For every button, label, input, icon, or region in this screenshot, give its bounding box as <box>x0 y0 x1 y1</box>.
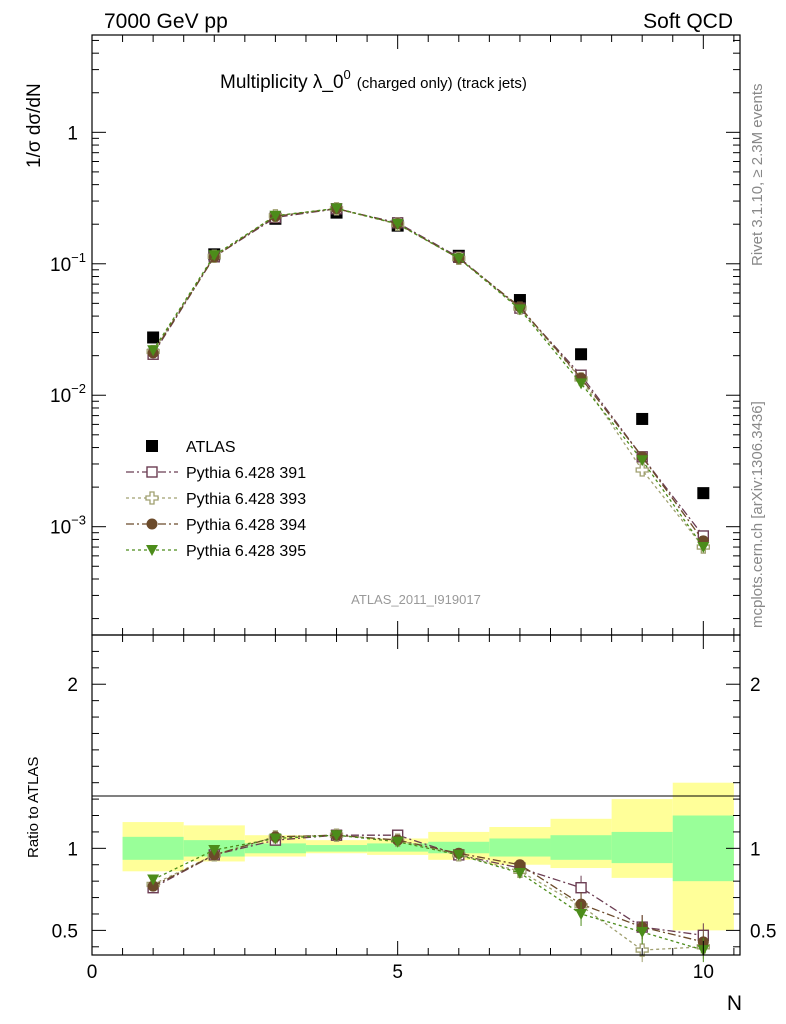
main-ytick-label: 1 <box>67 123 78 144</box>
main-series-line <box>152 208 704 548</box>
ratio-xtick-label: 10 <box>693 962 714 983</box>
legend-item: Pythia 6.428 395 <box>126 543 306 560</box>
ratio-band-inner <box>244 843 306 854</box>
ratio-band-inner <box>428 841 490 854</box>
ratio-point <box>147 880 159 892</box>
main-ytick-base: 10 <box>50 386 71 407</box>
main-ytick-label: 10−3 <box>50 513 86 539</box>
main-ytick-base: 10 <box>50 518 71 539</box>
main-point <box>147 331 160 344</box>
main-point <box>635 463 649 477</box>
main-ytick-exp: −3 <box>71 513 86 528</box>
ratio-point <box>575 908 588 920</box>
main-point <box>697 542 710 554</box>
ratio-point <box>575 882 587 894</box>
legend-label: Pythia 6.428 393 <box>186 491 306 508</box>
ratio-panel: 0.5 0.5 1 1 2 2 0 5 10 Ratio to ATLAS N <box>25 634 776 1015</box>
ratio-point <box>269 833 282 845</box>
ratio-band-inner <box>122 836 184 860</box>
main-ytick-label: 10−1 <box>50 250 86 276</box>
main-ytick-base: 10 <box>50 255 71 276</box>
main-ytick-label: 10−2 <box>50 381 86 407</box>
ratio-point <box>636 927 649 939</box>
legend-label: ATLAS <box>186 439 236 456</box>
mcplots-label: mcplots.cern.ch [arXiv:1306.3436] <box>749 401 766 628</box>
ratio-xtick-label: 0 <box>87 962 98 983</box>
legend-label: Pythia 6.428 394 <box>186 517 306 534</box>
ratio-ytick-label: 1 <box>67 839 78 860</box>
main-point <box>575 348 588 361</box>
ratio-band-inner <box>550 835 612 860</box>
ratio-ytick-label-right: 1 <box>750 839 761 860</box>
ratio-series-line <box>152 834 704 951</box>
ratio-point <box>147 874 160 886</box>
header-right: Soft QCD <box>643 10 733 33</box>
ratio-ytick-label: 2 <box>67 675 78 696</box>
main-point <box>697 487 710 500</box>
ratio-series-line <box>152 834 704 936</box>
legend-marker <box>146 545 158 556</box>
main-point <box>330 203 343 215</box>
ratio-point <box>513 867 526 879</box>
main-point <box>208 250 221 262</box>
ratio-band-inner <box>611 831 673 864</box>
ratio-frame <box>91 634 741 956</box>
main-point <box>452 253 465 265</box>
ratio-band-inner <box>672 815 734 882</box>
legend: ATLAS Pythia 6.428 391 Pythia 6.428 393 Pyt… <box>126 439 306 560</box>
ratio-point <box>452 849 465 861</box>
main-ylabel: 1/σ dσ/dN <box>24 83 45 168</box>
main-title-small: (charged only) (track jets) <box>357 75 527 92</box>
main-point <box>513 304 526 316</box>
analysis-label: ATLAS_2011_I919017 <box>351 592 481 607</box>
legend-marker <box>146 440 158 452</box>
rivet-label: Rivet 3.1.10, ≥ 2.3M events <box>749 84 766 267</box>
legend-item: Pythia 6.428 393 <box>126 491 306 508</box>
ratio-point <box>330 830 343 842</box>
ratio-series-line <box>152 834 704 943</box>
ratio-band-inner <box>305 845 368 852</box>
legend-marker <box>145 491 159 505</box>
main-panel: 110−110−210−3 Multiplicity λ_00(charged … <box>24 34 741 636</box>
ratio-band-inner <box>489 838 551 857</box>
main-ytick-exp: −1 <box>71 250 86 265</box>
ratio-series-3 <box>147 830 710 963</box>
main-point <box>147 345 160 357</box>
ratio-ytick-label: 0.5 <box>52 921 78 942</box>
main-series-line <box>152 207 704 542</box>
legend-item: ATLAS <box>146 439 236 456</box>
ratio-point <box>391 836 404 848</box>
main-title-sup: 0 <box>344 67 351 82</box>
main-point <box>575 378 588 390</box>
main-title-text: Multiplicity λ_0 <box>220 72 344 93</box>
ratio-ylabel: Ratio to ATLAS <box>25 757 42 858</box>
main-point <box>391 218 404 230</box>
ratio-xtick-label: 5 <box>392 962 403 983</box>
legend-item: Pythia 6.428 391 <box>126 465 306 482</box>
ratio-point <box>208 844 221 856</box>
legend-label: Pythia 6.428 391 <box>186 465 306 482</box>
ratio-ytick-label-right: 2 <box>750 675 761 696</box>
legend-marker <box>146 518 158 530</box>
header-left: 7000 GeV pp <box>104 10 228 33</box>
legend-marker <box>146 466 158 478</box>
legend-item: Pythia 6.428 394 <box>126 517 306 534</box>
ratio-series-line <box>152 834 704 951</box>
main-point <box>636 412 649 425</box>
main-title: Multiplicity λ_00 (charged only) (track j… <box>220 67 527 93</box>
ratio-point <box>514 859 526 871</box>
main-series-line <box>152 208 704 537</box>
ratio-xlabel: N <box>727 992 742 1015</box>
main-point <box>636 455 649 467</box>
ratio-ytick-label-right: 0.5 <box>750 921 776 942</box>
main-ytick-exp: −2 <box>71 381 86 396</box>
legend-label: Pythia 6.428 395 <box>186 543 306 560</box>
main-series-4 <box>147 203 710 554</box>
main-point <box>269 210 282 222</box>
